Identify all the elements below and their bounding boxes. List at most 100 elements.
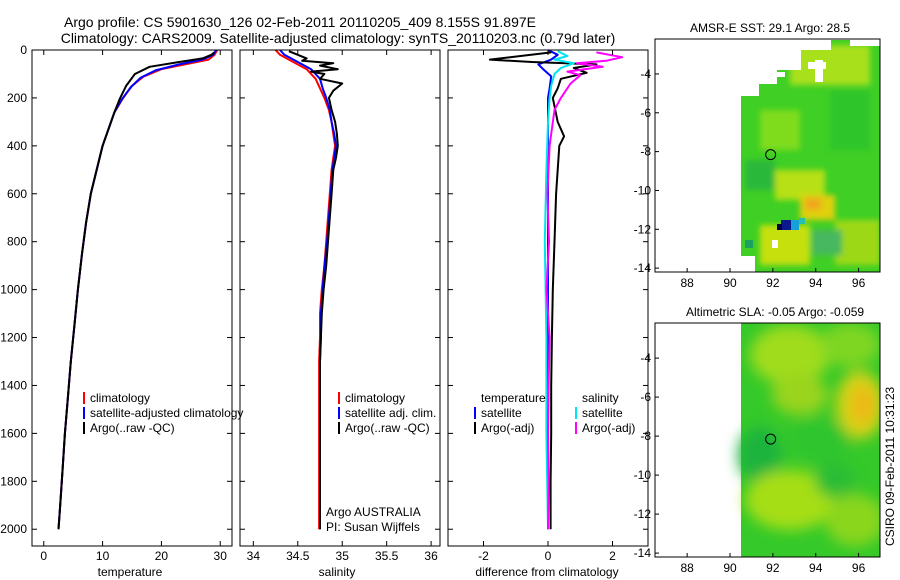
salinity-y-ticks	[240, 49, 440, 530]
salinity-panel: 34 34.5 35 35.5 36 salinity climatology sate…	[239, 49, 441, 579]
map-x-tick-label: 96	[852, 276, 866, 290]
sla-field	[738, 323, 880, 557]
y-tick-label: 600	[7, 187, 27, 201]
series-difference-profile-temperature-satellite	[537, 49, 559, 530]
legend-argo-label: Argo(..raw -QC)	[90, 421, 175, 435]
legend-sal-satellite-label: satellite adj. clim.	[345, 406, 436, 420]
x-tick-label: 35	[336, 549, 350, 563]
series-temperature-profile-climatology	[57, 49, 219, 530]
map-x-tick-label: 88	[680, 276, 694, 290]
temperature-series-group	[57, 49, 219, 530]
y-tick-label: 800	[7, 235, 27, 249]
legend-sal-climatology-label: climatology	[345, 391, 405, 405]
map-y-tick-label: -10	[634, 468, 652, 482]
salinity-x-ticks: 34 34.5 35 35.5 36	[247, 50, 438, 563]
figure-title-line1: Argo profile: CS 5901630_126 02-Feb-2011…	[64, 14, 536, 30]
map-y-tick-label: -8	[640, 145, 651, 159]
x-tick-label: 30	[214, 549, 228, 563]
y-tick-label: 1000	[0, 283, 27, 297]
sst-map-y-ticks: -4 -6 -8 -10 -12 -14	[634, 67, 659, 275]
sst-missing-data	[741, 40, 880, 272]
x-tick-label: 20	[155, 549, 169, 563]
series-salinity-profile-satellite-adj-clim	[279, 49, 337, 530]
map-y-tick-label: -4	[640, 351, 651, 365]
sla-field-variation	[738, 323, 880, 546]
series-difference-profile-temperature-argo-adj	[488, 51, 598, 530]
salinity-xlabel: salinity	[319, 565, 356, 579]
sla-map-panel: Altimetric SLA: -0.05 Argo: -0.059 88 90 9…	[634, 305, 881, 575]
legend-diff-t-argo-label: Argo(-adj)	[481, 421, 534, 435]
difference-series-group	[488, 49, 624, 530]
x-tick-label: 2	[609, 549, 616, 563]
x-tick-label: 0	[545, 549, 552, 563]
x-tick-label: 36	[424, 549, 438, 563]
sst-map-frame	[654, 38, 881, 273]
annotation-pi: PI: Susan Wijffels	[326, 520, 420, 534]
sla-map-x-ticks: 88 90 92 94 96	[680, 553, 866, 575]
y-tick-label: 1400	[0, 378, 27, 392]
x-tick-label: 34.5	[286, 549, 310, 563]
x-tick-label: 35.5	[375, 549, 399, 563]
map-x-tick-label: 90	[723, 276, 737, 290]
series-difference-profile-salinity-satellite	[543, 50, 575, 530]
map-x-tick-label: 92	[766, 561, 780, 575]
x-tick-label: 0	[40, 549, 47, 563]
series-temperature-profile-argo-raw-qc	[57, 51, 216, 530]
series-salinity-profile-climatology	[274, 49, 337, 530]
y-tick-label: 1600	[0, 426, 27, 440]
sst-profile-marker	[765, 149, 777, 161]
legend-diff-s-argo-label: Argo(-adj)	[582, 421, 635, 435]
sst-field	[741, 40, 880, 272]
figure-title-line2: Climatology: CARS2009. Satellite-adjuste…	[61, 30, 616, 46]
map-y-tick-label: -12	[634, 222, 652, 236]
legend-diff-t-sat-label: satellite	[481, 406, 522, 420]
difference-y-ticks	[448, 49, 648, 530]
sst-anomaly-pixels	[745, 218, 805, 248]
sst-field-variation	[745, 45, 880, 265]
legend-climatology-label: climatology	[90, 391, 150, 405]
x-tick-label: 34	[247, 549, 261, 563]
legend-satellite-label: satellite-adjusted climatology	[90, 406, 243, 420]
salinity-axes-frame	[239, 49, 441, 547]
map-y-tick-label: -14	[634, 261, 652, 275]
profile-location-marker	[765, 149, 777, 161]
y-tick-label: 1800	[0, 474, 27, 488]
temperature-panel: 0 10 20 30 0 200 400 600 800 1000 1200 1400 1600 180…	[0, 43, 243, 579]
sst-map-panel: AMSR-E SST: 29.1 Argo: 28.5	[634, 21, 881, 290]
sst-map-title: AMSR-E SST: 29.1 Argo: 28.5	[690, 21, 850, 35]
map-y-tick-label: -10	[634, 183, 652, 197]
legend-sal-argo-label: Argo(..raw -QC)	[345, 421, 430, 435]
map-y-tick-label: -4	[640, 67, 651, 81]
y-tick-label: 2000	[0, 522, 27, 536]
map-x-tick-label: 96	[852, 561, 866, 575]
x-tick-label: 10	[96, 549, 110, 563]
x-tick-label: -2	[478, 549, 489, 563]
temperature-y-ticks: 0 200 400 600 800 1000 1200 1400 1600 1800 2000	[0, 43, 232, 536]
sla-profile-marker	[765, 433, 777, 445]
temperature-legend: climatology satellite-adjusted climatolo…	[83, 391, 243, 435]
map-x-tick-label: 90	[723, 561, 737, 575]
map-y-tick-label: -14	[634, 546, 652, 560]
series-temperature-profile-satellite-adjusted-climatology	[57, 49, 217, 530]
map-x-tick-label: 94	[809, 276, 823, 290]
y-tick-label: 400	[7, 139, 27, 153]
map-x-tick-label: 92	[766, 276, 780, 290]
series-difference-profile-salinity-argo-adj	[545, 51, 624, 530]
y-tick-label: 200	[7, 91, 27, 105]
map-y-tick-label: -6	[640, 390, 651, 404]
annotation-argo-australia: Argo AUSTRALIA	[326, 505, 421, 519]
temperature-x-ticks: 0 10 20 30	[40, 50, 227, 563]
difference-x-ticks: -2 0 2	[478, 50, 616, 563]
temperature-xlabel: temperature	[98, 565, 163, 579]
map-x-tick-label: 88	[680, 561, 694, 575]
sla-map-title: Altimetric SLA: -0.05 Argo: -0.059	[686, 305, 864, 319]
temperature-axes-frame	[31, 49, 233, 547]
map-y-tick-label: -6	[640, 106, 651, 120]
map-y-tick-label: -12	[634, 507, 652, 521]
legend-temperature-heading: temperature	[481, 391, 546, 405]
sst-map-x-ticks: 88 90 92 94 96	[680, 268, 866, 290]
legend-diff-s-sat-label: satellite	[582, 406, 623, 420]
sla-map-y-ticks: -4 -6 -8 -10 -12 -14	[634, 351, 659, 560]
y-tick-label: 0	[20, 43, 27, 57]
